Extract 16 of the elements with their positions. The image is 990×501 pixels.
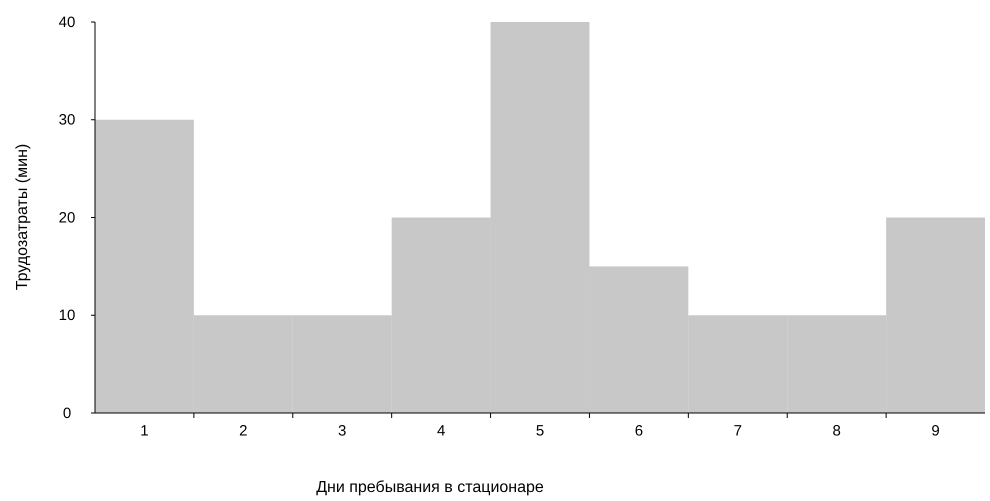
x-tick-label: 5 <box>536 422 544 440</box>
y-tick-label: 30 <box>58 112 76 129</box>
x-tick-label: 6 <box>634 422 644 440</box>
x-tick-label: 3 <box>338 422 346 440</box>
y-tick-label: 40 <box>58 14 76 31</box>
y-tick-label: 10 <box>58 307 76 324</box>
x-tick-label: 8 <box>832 422 841 440</box>
x-tick-label: 2 <box>239 422 248 440</box>
y-tick-label: 0 <box>62 404 72 422</box>
x-tick-label: 1 <box>140 422 149 440</box>
x-axis-title: Дни пребывания в стационаре <box>316 479 544 496</box>
x-tick-label: 9 <box>931 422 940 440</box>
y-axis-title: Трудозатраты (мин) <box>14 144 31 290</box>
x-tick-label: 4 <box>436 422 446 440</box>
x-tick-label: 7 <box>734 422 742 440</box>
y-tick-label: 20 <box>58 209 76 226</box>
